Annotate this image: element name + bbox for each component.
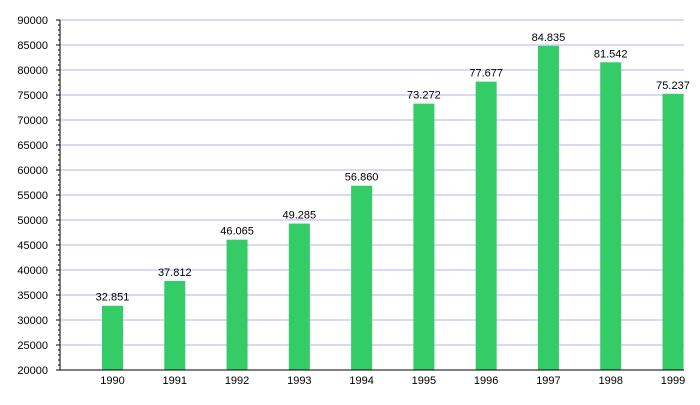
x-tick-label: 1996 bbox=[474, 375, 498, 387]
x-tick-label: 1994 bbox=[349, 375, 373, 387]
bar bbox=[413, 103, 435, 370]
x-tick-label: 1990 bbox=[100, 375, 124, 387]
x-tick-label: 1998 bbox=[598, 375, 622, 387]
y-tick-label: 60000 bbox=[17, 165, 48, 177]
data-label: 32.851 bbox=[96, 292, 130, 304]
y-tick-label: 30000 bbox=[17, 315, 48, 327]
y-tick-label: 45000 bbox=[17, 240, 48, 252]
y-tick-label: 85000 bbox=[17, 40, 48, 52]
data-label: 56.860 bbox=[345, 172, 379, 184]
bar bbox=[537, 45, 559, 370]
y-tick-label: 25000 bbox=[17, 340, 48, 352]
data-label: 46.065 bbox=[220, 226, 254, 238]
x-tick-label: 1991 bbox=[163, 375, 187, 387]
y-tick-label: 65000 bbox=[17, 140, 48, 152]
data-label: 49.285 bbox=[283, 210, 317, 222]
bar bbox=[600, 62, 622, 370]
y-tick-label: 55000 bbox=[17, 190, 48, 202]
data-label: 75.237 bbox=[656, 80, 690, 92]
x-tick-label: 1992 bbox=[225, 375, 249, 387]
data-label: 37.812 bbox=[158, 267, 192, 279]
bar bbox=[102, 305, 123, 370]
bar bbox=[226, 239, 248, 370]
data-label: 77.677 bbox=[469, 68, 503, 80]
bar bbox=[662, 93, 684, 370]
y-tick-label: 50000 bbox=[17, 215, 48, 227]
x-tick-label: 1995 bbox=[412, 375, 436, 387]
data-label: 84.835 bbox=[532, 32, 566, 44]
y-tick-label: 20000 bbox=[17, 365, 48, 377]
bar bbox=[164, 280, 186, 370]
y-tick-label: 40000 bbox=[17, 265, 48, 277]
y-tick-label: 90000 bbox=[17, 15, 48, 27]
bar bbox=[288, 223, 310, 370]
bar bbox=[475, 81, 497, 371]
axes-layer bbox=[56, 19, 684, 371]
bars-layer bbox=[102, 45, 684, 371]
x-tick-label: 1997 bbox=[536, 375, 560, 387]
data-label: 73.272 bbox=[407, 90, 441, 102]
bar bbox=[351, 185, 373, 370]
x-tick-label: 1993 bbox=[287, 375, 311, 387]
y-tick-label: 70000 bbox=[17, 115, 48, 127]
x-tick-label: 1999 bbox=[661, 375, 685, 387]
labels-layer: 20000 25000 30000 35000 40000 45000 50000 55000… bbox=[17, 15, 689, 387]
y-tick-label: 75000 bbox=[17, 90, 48, 102]
y-tick-label: 35000 bbox=[17, 290, 48, 302]
y-tick-label: 80000 bbox=[17, 65, 48, 77]
data-label: 81.542 bbox=[594, 48, 628, 60]
